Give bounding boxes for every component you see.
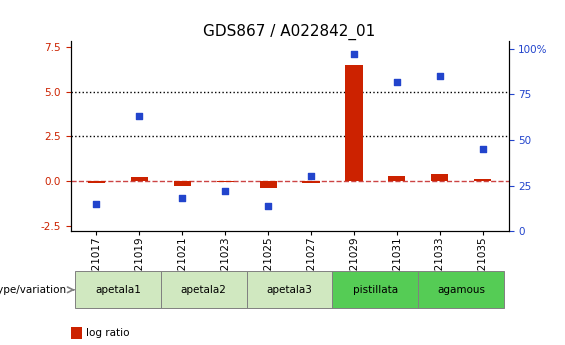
FancyBboxPatch shape (418, 271, 504, 308)
Point (92, 201, 101, 207)
Text: pistillata: pistillata (353, 285, 398, 295)
Text: apetala2: apetala2 (181, 285, 227, 295)
Bar (302, 181, 320, 183)
Bar (88, 181, 105, 183)
Bar (388, 176, 406, 181)
Point (221, 188, 230, 194)
Bar (216, 181, 234, 182)
Text: apetala1: apetala1 (95, 285, 141, 295)
Title: GDS867 / A022842_01: GDS867 / A022842_01 (203, 24, 376, 40)
Point (178, 196, 187, 201)
Bar (345, 65, 363, 181)
FancyBboxPatch shape (332, 271, 418, 308)
Point (392, 79, 401, 84)
Bar (71, 327, 81, 339)
Point (264, 203, 273, 208)
Text: log ratio: log ratio (86, 328, 129, 338)
Point (135, 114, 144, 119)
Text: genotype/variation: genotype/variation (0, 285, 66, 295)
FancyBboxPatch shape (75, 271, 161, 308)
FancyBboxPatch shape (247, 271, 332, 308)
FancyBboxPatch shape (161, 271, 247, 308)
Point (349, 51, 358, 57)
Text: agamous: agamous (437, 285, 485, 295)
Point (306, 174, 315, 179)
Point (478, 146, 487, 152)
Bar (259, 181, 277, 188)
Bar (131, 177, 148, 181)
Bar (474, 179, 492, 181)
Bar (431, 174, 449, 181)
Point (435, 73, 444, 79)
Text: apetala3: apetala3 (267, 285, 312, 295)
Bar (173, 181, 191, 186)
